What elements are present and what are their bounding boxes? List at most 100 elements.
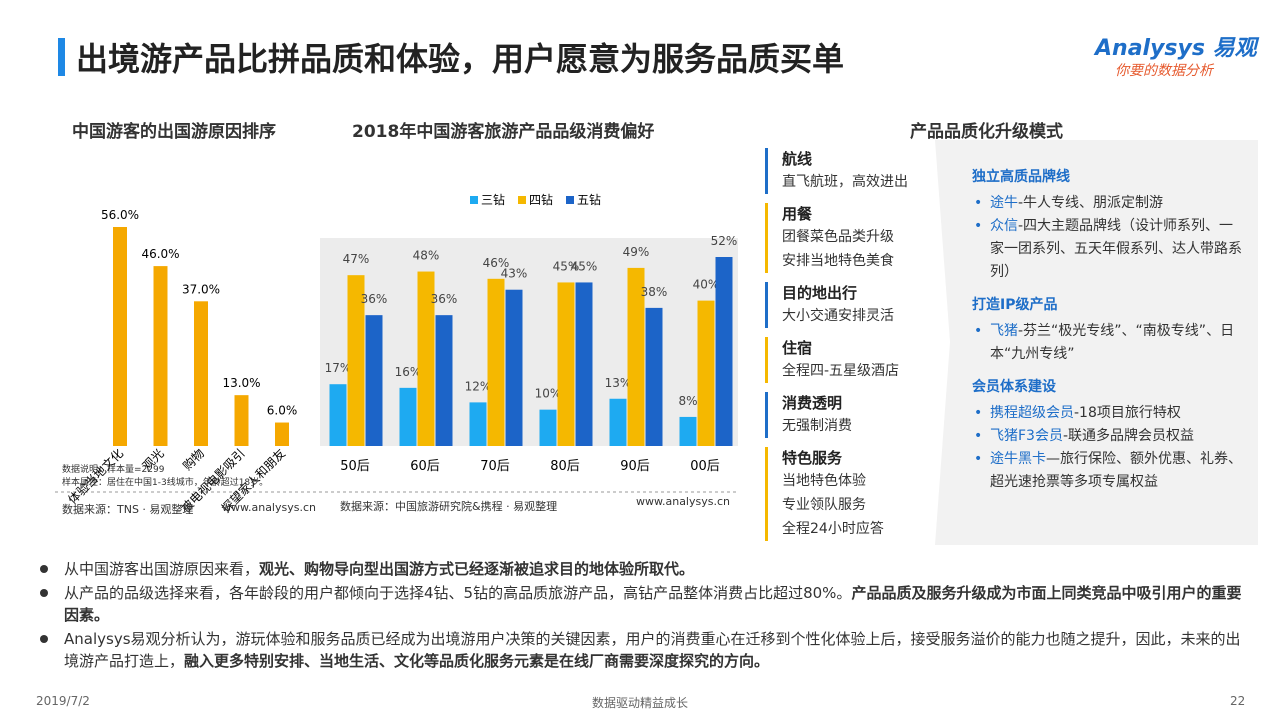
- bar: [365, 315, 383, 446]
- bar: [113, 227, 127, 446]
- value-label: 49%: [623, 245, 650, 259]
- chart-title: 中国游客的出国游原因排序: [72, 122, 276, 142]
- service-line: 直飞航班，高效进出: [782, 174, 908, 190]
- site: www.analysys.cn: [636, 495, 730, 508]
- service-line: 大小交通安排灵活: [782, 308, 894, 324]
- service: 消费透明 无强制消费: [765, 392, 935, 438]
- bar: [505, 289, 523, 446]
- bar: [679, 416, 697, 446]
- bar: [234, 395, 249, 446]
- x-tick-label: 00后: [690, 459, 720, 474]
- bar: [645, 307, 663, 446]
- value-label: 13.0%: [222, 376, 260, 390]
- bullet-text: 从中国游客出国游原因来看，: [64, 560, 260, 578]
- date: 2019/7/2: [36, 694, 90, 708]
- service-line: 无强制消费: [782, 418, 852, 434]
- bar: [417, 271, 435, 446]
- page-title: 出境游产品比拼品质和体验，用户愿意为服务品质买单: [76, 40, 845, 78]
- value-label: 48%: [413, 249, 440, 263]
- bar: [469, 402, 487, 446]
- service: 特色服务 当地特色体验 专业领队服务 全程24小时应答: [765, 447, 935, 541]
- value-label: 36%: [361, 292, 388, 306]
- item-text: -牛人专线、朋派定制游: [1018, 195, 1164, 211]
- brand: 飞猪: [990, 323, 1018, 339]
- bar: [715, 257, 733, 446]
- x-tick-label: 80后: [550, 459, 580, 474]
- bar: [539, 409, 557, 446]
- item-text: -四大主题品牌线（设计师系列、一家一团系列、五天年假系列、达人带路系列）: [990, 218, 1242, 280]
- brand: 众信: [990, 218, 1018, 234]
- x-tick-label: 70后: [480, 459, 510, 474]
- section-heading: 打造IP级产品: [972, 297, 1058, 313]
- value-label: 46%: [483, 256, 510, 270]
- value-label: 38%: [641, 285, 668, 299]
- section-heading: 独立高质品牌线: [972, 169, 1070, 185]
- value-label: 37.0%: [182, 282, 220, 296]
- brand: 飞猪F3会员: [990, 428, 1063, 444]
- legend-label: 三钻: [481, 192, 505, 207]
- item-text: -芬兰“极光专线”、“南极专线”、日本“九州专线”: [990, 323, 1235, 362]
- service: 目的地出行 大小交通安排灵活: [765, 282, 935, 328]
- value-label: 45%: [571, 259, 598, 273]
- note: 数据说明：样本量=2299: [62, 465, 165, 475]
- plot-bg: [320, 238, 738, 446]
- item-text: -联通多品牌会员权益: [1062, 428, 1195, 444]
- item: 飞猪-芬兰“极光专线”、“南极专线”、日本“九州专线”: [972, 320, 1242, 366]
- bar: [697, 300, 715, 446]
- value-label: 45%: [553, 259, 580, 273]
- service-title: 航线: [782, 150, 813, 168]
- service-list: 航线 直飞航班，高效进出 用餐 团餐菜色品类升级 安排当地特色美食 目的地出行 大小交通安排…: [765, 148, 935, 550]
- value-label: 56.0%: [101, 208, 139, 222]
- bar: [627, 267, 645, 446]
- value-label: 46.0%: [141, 247, 179, 261]
- x-tick-label: 60后: [410, 459, 440, 474]
- value-label: 6.0%: [267, 404, 298, 418]
- brand: 携程超级会员: [990, 405, 1074, 421]
- x-tick-label: 90后: [620, 459, 650, 474]
- item: 飞猪F3会员-联通多品牌会员权益: [972, 425, 1242, 448]
- item: 众信-四大主题品牌线（设计师系列、一家一团系列、五天年假系列、达人带路系列）: [972, 215, 1242, 284]
- bar: [435, 315, 453, 446]
- legend-label: 五钻: [577, 192, 601, 207]
- source: 数据来源：TNS · 易观整理: [62, 503, 194, 516]
- service-line: 专业领队服务: [782, 497, 866, 513]
- bullet: 从中国游客出国游原因来看，观光、购物导向型出国游方式已经逐渐被追求目的地体验所取…: [36, 558, 1251, 580]
- section: 打造IP级产品飞猪-芬兰“极光专线”、“南极专线”、日本“九州专线”: [972, 294, 1242, 366]
- bar: [153, 266, 168, 446]
- bar: [487, 278, 505, 446]
- section: 独立高质品牌线途牛-牛人专线、朋派定制游众信-四大主题品牌线（设计师系列、一家一…: [972, 166, 1242, 284]
- item-text: -18项目旅行特权: [1074, 405, 1181, 421]
- bar: [275, 422, 289, 446]
- bar: [609, 398, 627, 446]
- service-line: 当地特色体验: [782, 473, 866, 489]
- bar: [194, 301, 208, 446]
- value-label: 36%: [431, 292, 458, 306]
- upgrade-panel: 独立高质品牌线途牛-牛人专线、朋派定制游众信-四大主题品牌线（设计师系列、一家一…: [972, 156, 1242, 494]
- panel-title: 产品品质化升级模式: [910, 122, 1063, 142]
- legend-swatch: [566, 196, 574, 204]
- bullet-text: 从产品的品级选择来看，各年龄段的用户都倾向于选择4钻、5钻的高品质旅游产品，高钻…: [64, 584, 852, 602]
- legend-swatch: [518, 196, 526, 204]
- source: 数据来源：中国旅游研究院&携程 · 易观整理: [340, 500, 558, 513]
- service-title: 特色服务: [782, 449, 843, 467]
- service-title: 住宿: [782, 339, 813, 357]
- bullets: 从中国游客出国游原因来看，观光、购物导向型出国游方式已经逐渐被追求目的地体验所取…: [36, 558, 1251, 674]
- item: 携程超级会员-18项目旅行特权: [972, 402, 1242, 425]
- value-label: 16%: [395, 365, 422, 379]
- site: www.analysys.cn: [222, 501, 316, 514]
- title-bar: [58, 38, 65, 76]
- notes: 数据说明：样本量=2299 样本属性：居住在中国1-3线城市，年龄超过18岁。: [62, 464, 268, 490]
- slogan: 你要的数据分析: [1115, 63, 1213, 79]
- bar: [399, 387, 417, 446]
- service-line: 团餐菜色品类升级: [782, 229, 894, 245]
- note: 样本属性：居住在中国1-3线城市，年龄超过18岁。: [62, 478, 269, 488]
- value-label: 40%: [693, 278, 720, 292]
- service: 航线直飞航班，高效进出: [765, 148, 935, 194]
- value-label: 10%: [535, 387, 562, 401]
- bullet-bold: 产品品质及服务升级成为市面上同类竞品中吸引用户的重要因素。: [64, 584, 1242, 624]
- bullet-bold: 观光、购物导向型出国游方式已经逐渐被追求目的地体验所取代。: [259, 560, 695, 578]
- chart-title: 2018年中国游客旅游产品品级消费偏好: [352, 122, 655, 142]
- item-text: —旅行保险、额外优惠、礼券、超光速抢票等多项专属权益: [990, 451, 1242, 490]
- value-label: 43%: [501, 267, 528, 281]
